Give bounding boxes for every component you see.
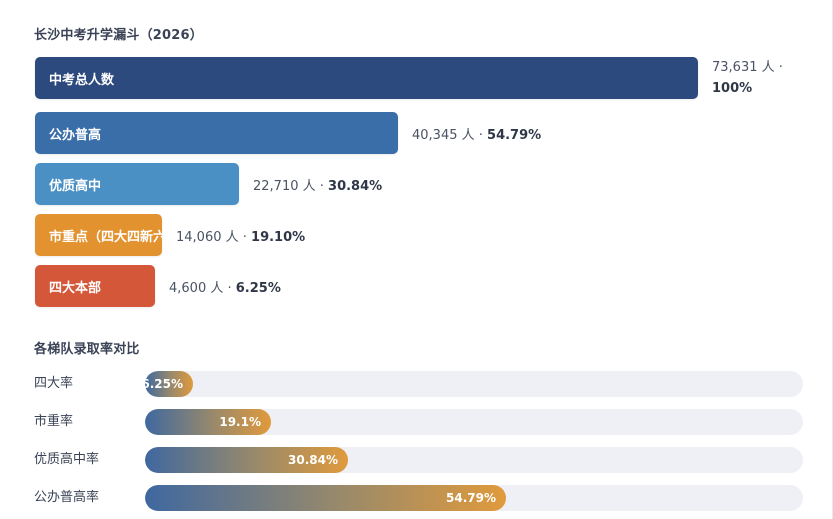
- funnel-count: 14,060 人 ·: [176, 229, 252, 245]
- funnel-count: 4,600 人 ·: [169, 280, 236, 296]
- rate-label: 市重率: [34, 414, 74, 429]
- rate-value-label: 19.1%: [219, 415, 261, 429]
- funnel-bar: 市重点（四大四新六小）: [35, 214, 162, 256]
- rate-value-label: 54.79%: [446, 491, 496, 505]
- funnel-bar: 中考总人数: [35, 57, 698, 99]
- rate-track: 54.79%: [145, 485, 803, 511]
- rate-label: 公办普高率: [34, 490, 100, 505]
- funnel-percent: 19.10%: [251, 229, 306, 245]
- funnel-bar: 优质高中: [35, 163, 239, 205]
- rate-row: 优质高中率 30.84%: [34, 447, 804, 473]
- funnel-bar-label: 优质高中: [49, 178, 102, 194]
- funnel-count: 22,710 人 ·: [253, 178, 329, 194]
- funnel-bar: 四大本部: [35, 265, 155, 307]
- rate-row: 公办普高率 54.79%: [34, 485, 804, 511]
- funnel-value-label: 14,060 人 · 19.10%: [176, 214, 305, 256]
- funnel-percent: 30.84%: [328, 178, 383, 194]
- funnel-bar-label: 市重点（四大四新六小）: [49, 229, 162, 245]
- funnel-count: 73,631 人 ·: [712, 60, 783, 75]
- funnel-count: 40,345 人 ·: [412, 127, 488, 143]
- funnel-value-label: 40,345 人 · 54.79%: [412, 112, 541, 154]
- rate-track: 19.1%: [145, 409, 803, 435]
- rate-label: 优质高中率: [34, 452, 100, 467]
- funnel-percent: 6.25%: [235, 280, 281, 296]
- rate-bar: 54.79%: [145, 485, 506, 511]
- rate-bar: 19.1%: [145, 409, 271, 435]
- funnel-bar-label: 四大本部: [49, 280, 102, 296]
- rate-row: 四大率 6.25%: [34, 371, 804, 397]
- funnel-bar-label: 中考总人数: [49, 72, 115, 88]
- rate-track: 30.84%: [145, 447, 803, 473]
- funnel-value-label: 22,710 人 · 30.84%: [253, 163, 382, 205]
- compare-title: 各梯队录取率对比: [34, 342, 140, 357]
- rate-bar: 6.25%: [145, 371, 193, 397]
- rate-bar: 30.84%: [145, 447, 348, 473]
- funnel-percent: 100%: [712, 81, 753, 96]
- funnel-value-label: 73,631 人 · 100%: [712, 57, 802, 99]
- funnel-bar: 公办普高: [35, 112, 398, 154]
- funnel-bar-label: 公办普高: [49, 127, 102, 143]
- funnel-percent: 54.79%: [487, 127, 542, 143]
- funnel-title: 长沙中考升学漏斗（2026）: [34, 28, 203, 43]
- rate-track: 6.25%: [145, 371, 803, 397]
- rate-label: 四大率: [34, 376, 74, 391]
- rate-row: 市重率 19.1%: [34, 409, 804, 435]
- rate-value-label: 30.84%: [288, 453, 338, 467]
- rate-value-label: 6.25%: [145, 377, 183, 391]
- funnel-value-label: 4,600 人 · 6.25%: [169, 265, 281, 307]
